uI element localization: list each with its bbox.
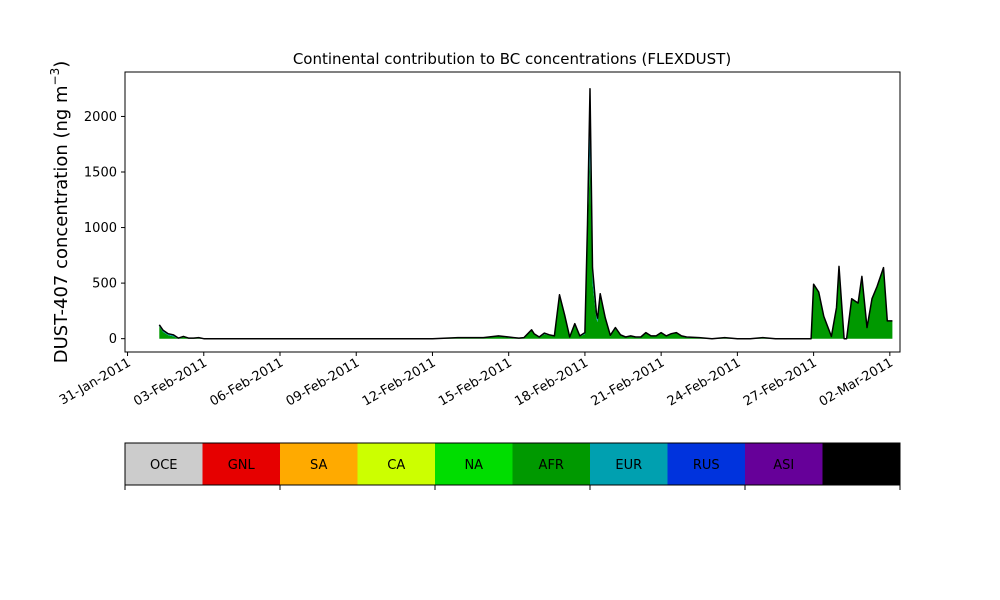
legend-label-sa: SA: [310, 458, 327, 473]
y-axis-label: DUST-407 concentration (ng m−3): [48, 61, 72, 364]
y-tick-label: 500: [92, 277, 117, 292]
x-tick-label: 02-Mar-2011: [817, 355, 896, 409]
legend-label-gnl: GNL: [228, 458, 256, 473]
legend-swatch-afr: [512, 443, 591, 485]
x-tick-label: 18-Feb-2011: [512, 355, 591, 409]
x-tick-label: 03-Feb-2011: [131, 355, 210, 409]
legend-frame: [124, 442, 901, 486]
y-axis-label-close: ): [51, 61, 72, 68]
legend-swatch-rus: [667, 443, 746, 485]
legend-swatch-ca: [357, 443, 436, 485]
legend-label-ca: CA: [387, 458, 405, 473]
plot-frame: [124, 71, 901, 353]
x-tick-label: 21-Feb-2011: [589, 355, 668, 409]
x-tick-label: 06-Feb-2011: [207, 355, 286, 409]
x-tick-label: 15-Feb-2011: [436, 355, 515, 409]
legend-label-asi: ASI: [773, 458, 794, 473]
legend-label-na: NA: [464, 458, 483, 473]
legend-label-oce: OCE: [150, 458, 178, 473]
y-tick-label: 2000: [84, 110, 117, 125]
legend-label-aus: AUS: [848, 458, 875, 473]
y-axis-label-main: DUST-407 concentration (ng m: [51, 85, 72, 363]
series-areas: [159, 88, 893, 339]
y-axis-ticks: 0 500 1000 1500 2000: [84, 110, 125, 347]
legend-label-afr: AFR: [539, 458, 564, 473]
x-axis-ticks: 31-Jan-201103-Feb-201106-Feb-201109-Feb-…: [57, 352, 896, 410]
area-rus: [159, 102, 893, 339]
x-tick-label: 09-Feb-2011: [284, 355, 363, 409]
legend-swatch-eur: [590, 443, 668, 485]
color-legend: OCE GNL SA CA NA AFR EUR RUS ASI AUS: [124, 442, 901, 490]
total-concentration-line: [158, 87, 893, 340]
y-tick-label: 0: [109, 332, 117, 347]
y-axis-label-superscript: −3: [48, 68, 62, 86]
x-tick-label: 24-Feb-2011: [665, 355, 744, 409]
area-eur: [159, 122, 893, 339]
total-line-layer: [158, 87, 893, 340]
legend-swatch-sa: [280, 443, 358, 485]
chart-title: Continental contribution to BC concentra…: [293, 50, 731, 68]
legend-swatch-gnl: [202, 443, 281, 485]
legend-swatch-asi: [745, 443, 823, 485]
area-asi: [159, 88, 893, 339]
y-tick-label: 1000: [84, 221, 117, 236]
legend-swatch-aus: [822, 443, 901, 485]
legend-swatch-oce: [125, 443, 203, 485]
x-tick-label: 27-Feb-2011: [741, 355, 820, 409]
y-tick-label: 1500: [84, 166, 117, 181]
legend-swatch-na: [435, 443, 513, 485]
x-tick-label: 12-Feb-2011: [360, 355, 439, 409]
area-afr: [159, 155, 893, 339]
legend-label-eur: EUR: [615, 458, 642, 473]
legend-label-rus: RUS: [693, 458, 720, 473]
